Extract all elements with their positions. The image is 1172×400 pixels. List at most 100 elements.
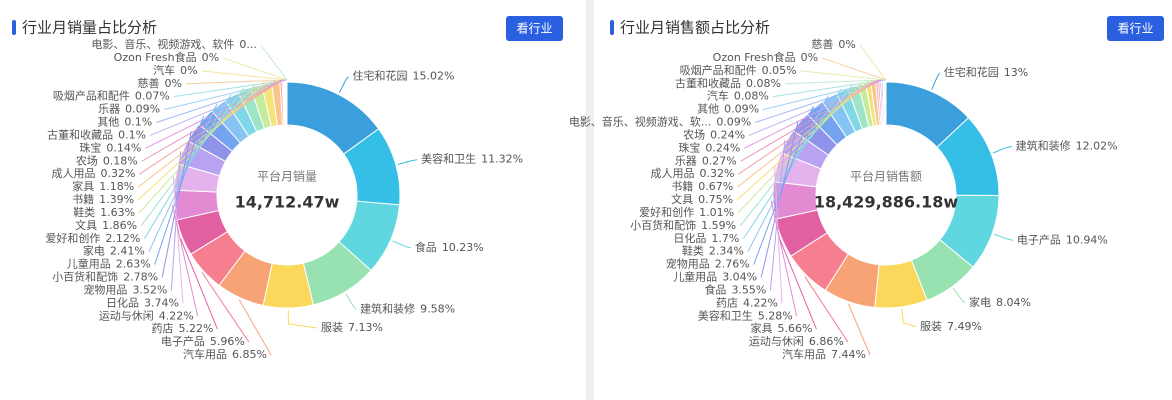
value-label: 0% (838, 38, 855, 51)
data-label: 其他 0.1% (97, 116, 152, 129)
category-label: 其他 (697, 103, 719, 116)
value-label: 0.05% (762, 64, 797, 77)
data-label: 儿童用品 3.04% (673, 270, 757, 284)
value-label: 1.18% (99, 180, 134, 193)
category-label: 鞋类 (682, 244, 704, 258)
data-label: 古董和收藏品 0.1% (47, 127, 146, 141)
category-label: 乐器 (98, 103, 120, 116)
data-label: Ozon Fresh食品 0% (114, 50, 219, 64)
category-label: 儿童用品 (67, 257, 111, 271)
leader-line (859, 44, 887, 81)
leader-line (804, 276, 849, 343)
category-label: 药店 (152, 321, 174, 335)
value-label: 12.02% (1076, 139, 1118, 152)
category-label: 美容和卫生 (698, 308, 753, 322)
category-label: 古董和收藏品 (675, 76, 741, 90)
leader-line (222, 57, 288, 81)
data-label: 住宅和花园 13% (944, 65, 1028, 79)
category-label: 爱好和创作 (45, 231, 100, 245)
data-label: 家电 8.04% (969, 295, 1031, 309)
leader-line (172, 176, 184, 304)
value-label: 5.22% (179, 322, 214, 335)
value-label: 0.27% (702, 154, 737, 167)
value-label: 6.85% (232, 348, 267, 361)
data-label: 日化品 1.7% (673, 231, 739, 245)
category-label: 运动与休闲 (749, 334, 804, 348)
category-label: 农场 (683, 127, 705, 141)
value-label: 2.34% (709, 245, 744, 258)
data-label: 书籍 1.39% (72, 192, 134, 206)
category-label: 运动与休闲 (99, 308, 154, 322)
category-label: 服装 (321, 321, 343, 334)
category-label: 宠物用品 (666, 257, 710, 271)
category-label: Ozon Fresh食品 (114, 50, 197, 64)
category-label: 住宅和花园 (352, 69, 407, 83)
value-label: 1.86% (102, 219, 137, 232)
value-label: 0.24% (705, 141, 740, 154)
data-label: 吸烟产品和配件 0.07% (53, 89, 170, 103)
button[interactable] (1107, 16, 1164, 41)
value-label: 3.74% (144, 296, 179, 309)
panel (594, 0, 1172, 400)
value-label: 1.63% (100, 206, 135, 219)
leader-line (739, 84, 853, 227)
data-label: 食品 10.23% (415, 240, 484, 254)
leader-line (338, 76, 349, 93)
value-label: 1.59% (701, 219, 736, 232)
data-label: 汽车用品 7.44% (782, 347, 866, 361)
category-label: 古董和收藏品 (47, 127, 113, 141)
value-label: 0.32% (100, 167, 135, 180)
data-label: 慈善 0% (811, 37, 855, 51)
category-label: 农场 (76, 153, 98, 167)
leader-line (260, 44, 288, 81)
value-label: 0.1% (118, 128, 146, 141)
data-label: 电子产品 5.96% (161, 334, 245, 348)
panel-title: 行业月销售额占比分析 (620, 19, 770, 37)
data-label: 乐器 0.09% (98, 103, 160, 116)
value-label: 0.09% (125, 103, 160, 116)
leader-line (993, 233, 1014, 241)
data-label: 日化品 3.74% (106, 295, 179, 309)
button-label[interactable]: 看行业 (516, 22, 552, 36)
data-label: 汽车用品 6.85% (183, 347, 267, 361)
center-value: 18,429,886.18w (814, 193, 959, 212)
leader-line (779, 238, 817, 330)
value-label: 3.52% (132, 283, 167, 296)
value-label: 10.94% (1066, 233, 1108, 246)
leader-line (138, 84, 257, 214)
category-label: 汽车用品 (782, 347, 826, 361)
button[interactable] (506, 16, 563, 41)
value-label: 8.04% (996, 296, 1031, 309)
category-label: 吸烟产品和配件 (680, 63, 757, 77)
value-label: 0.07% (135, 90, 170, 103)
category-label: 爱好和创作 (639, 205, 694, 219)
data-label: 珠宝 0.14% (79, 140, 141, 154)
data-label: 家具 5.66% (751, 321, 813, 335)
category-label: 电子产品 (161, 334, 205, 348)
value-label: 7.49% (947, 320, 982, 333)
leader-line (156, 79, 286, 123)
leader-line (201, 70, 288, 81)
data-label: 成人用品 0.32% (51, 167, 135, 180)
data-label: 运动与休闲 6.86% (749, 334, 844, 348)
value-label: 11.32% (481, 153, 523, 166)
category-label: 食品 (704, 282, 726, 296)
value-label: 9.58% (420, 302, 455, 315)
value-label: 0.18% (103, 154, 138, 167)
data-label: 古董和收藏品 0.08% (675, 76, 781, 90)
category-label: 成人用品 (650, 167, 694, 180)
button-label[interactable]: 看行业 (1117, 22, 1153, 36)
leader-line (760, 120, 799, 278)
leader-line (952, 287, 966, 304)
leader-line (931, 72, 941, 90)
leader-line (139, 79, 282, 175)
value-label: 4.22% (743, 296, 778, 309)
value-label: 0% (165, 77, 182, 90)
value-label: 2.78% (123, 271, 158, 284)
data-label: 美容和卫生 11.32% (421, 152, 523, 166)
value-label: 2.12% (105, 232, 140, 245)
category-label: 其他 (97, 116, 119, 129)
value-label: 0.09% (724, 103, 759, 116)
data-label: 食品 3.55% (704, 282, 766, 296)
data-label: 农场 0.24% (683, 127, 745, 141)
